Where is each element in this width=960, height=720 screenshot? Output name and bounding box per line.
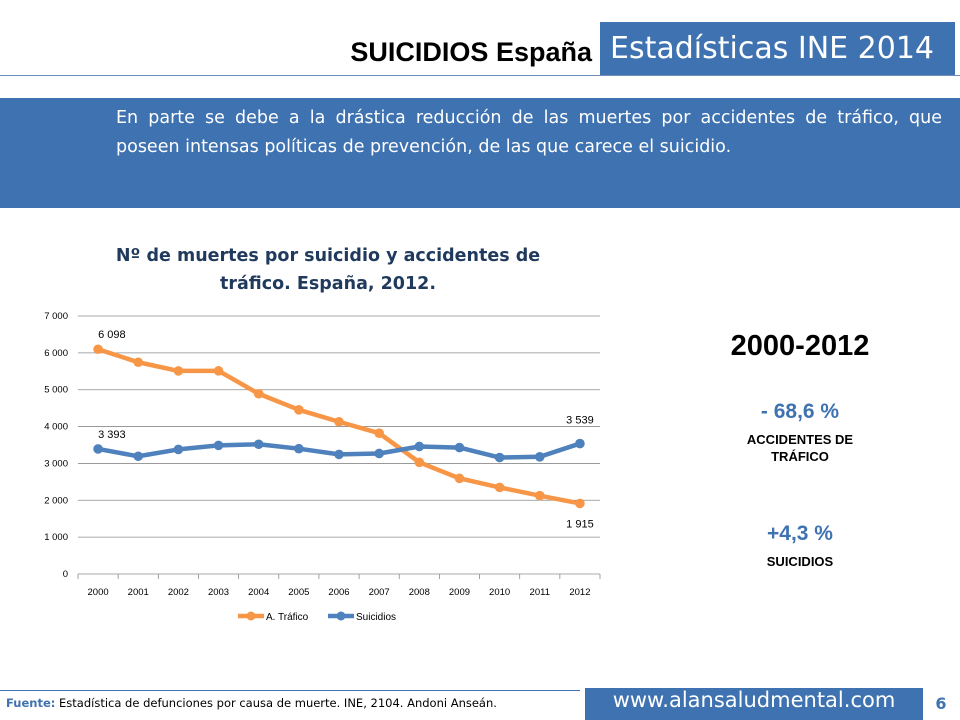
- data-point: [575, 438, 585, 449]
- traffic-change-value: - 68,6 %: [760, 400, 840, 423]
- legend-label: Suicidios: [356, 612, 396, 623]
- x-tick-label: 2007: [369, 587, 390, 598]
- data-point: [213, 366, 224, 376]
- source-note: Fuente: Estadística de defunciones por c…: [6, 696, 497, 710]
- x-tick-label: 2004: [248, 587, 269, 598]
- x-tick-label: 2001: [128, 587, 149, 598]
- data-point: [494, 482, 505, 493]
- y-tick-label: 4 000: [44, 422, 68, 433]
- suicide-change-value: +4,3 %: [767, 522, 833, 545]
- x-tick-label: 2008: [409, 587, 430, 598]
- explanation-banner: En parte se debe a la drástica reducción…: [0, 98, 960, 208]
- y-tick-label: 5 000: [44, 385, 68, 396]
- y-tick-label: 1 000: [44, 532, 68, 543]
- traffic-change-caption: ACCIDENTES DE TRÁFICO: [746, 432, 854, 464]
- footer-divider: [0, 690, 580, 691]
- chart-title-line-2: tráfico. España, 2012.: [220, 274, 436, 294]
- data-point: [534, 490, 545, 501]
- x-tick-label: 2003: [208, 587, 229, 598]
- legend-label: A. Tráfico: [266, 612, 309, 623]
- data-point: [173, 366, 184, 376]
- data-label: 1 915: [566, 518, 594, 530]
- legend-marker: [336, 611, 346, 621]
- data-point: [374, 448, 384, 459]
- x-tick-label: 2000: [88, 587, 109, 598]
- x-tick-label: 2011: [530, 587, 550, 598]
- source-text: Estadística de defunciones por causa de …: [55, 696, 497, 710]
- data-point: [334, 416, 344, 427]
- data-point: [454, 442, 465, 453]
- data-point: [334, 449, 344, 460]
- legend-marker: [246, 611, 256, 621]
- slide-title-source: Estadísticas INE 2014: [600, 22, 955, 75]
- x-tick-label: 2009: [449, 587, 470, 598]
- data-point: [414, 457, 425, 468]
- explanation-text: En parte se debe a la drástica reducción…: [116, 108, 942, 157]
- data-point: [133, 451, 144, 462]
- data-point: [575, 498, 585, 509]
- data-point: [173, 444, 184, 455]
- title-divider: [0, 75, 960, 76]
- data-point: [454, 473, 465, 484]
- data-point: [494, 452, 505, 463]
- source-key: Fuente:: [6, 696, 56, 710]
- data-label: 3 539: [566, 415, 594, 427]
- y-tick-label: 2 000: [44, 495, 68, 506]
- y-tick-label: 3 000: [44, 458, 68, 469]
- data-label: 3 393: [98, 429, 126, 441]
- data-point: [253, 439, 264, 450]
- data-point: [213, 440, 224, 451]
- data-label: 6 098: [98, 329, 126, 341]
- x-tick-label: 2005: [288, 587, 309, 598]
- data-point: [133, 357, 144, 368]
- period-heading: 2000-2012: [730, 330, 870, 362]
- slide-title-topic: SUICIDIOS España: [350, 37, 592, 67]
- data-point: [374, 428, 384, 439]
- x-tick-label: 2012: [569, 587, 590, 598]
- data-point: [414, 441, 425, 452]
- y-tick-label: 6 000: [44, 348, 68, 359]
- x-tick-label: 2010: [489, 587, 510, 598]
- data-point: [253, 388, 264, 399]
- x-tick-label: 2002: [168, 587, 189, 598]
- data-point: [534, 451, 545, 462]
- y-tick-label: 0: [63, 569, 68, 580]
- y-tick-label: 7 000: [44, 311, 68, 322]
- traffic-change-label: ACCIDENTES DE TRÁFICO: [640, 431, 960, 465]
- data-point: [294, 405, 304, 415]
- data-point: [93, 344, 103, 355]
- suicide-change-label: SUICIDIOS: [766, 554, 834, 569]
- page-number: 6: [935, 694, 947, 713]
- chart-canvas: 0 1 000 2 000 3 000 4 000 5 000 6 000 7 000 2000…: [44, 311, 601, 623]
- data-point: [93, 444, 103, 454]
- chart-title-line-1: Nº de muertes por suicidio y accidentes …: [115, 246, 541, 266]
- deaths-line-chart: 0 1 000 2 000 3 000 4 000 5 000 6 000 7 000 2000…: [38, 232, 618, 632]
- x-tick-label: 2006: [328, 587, 349, 598]
- data-point: [294, 443, 304, 454]
- website-link[interactable]: www.alansaludmental.com: [585, 688, 923, 720]
- chart-title: Nº de muertes por suicidio y accidentes …: [38, 242, 618, 298]
